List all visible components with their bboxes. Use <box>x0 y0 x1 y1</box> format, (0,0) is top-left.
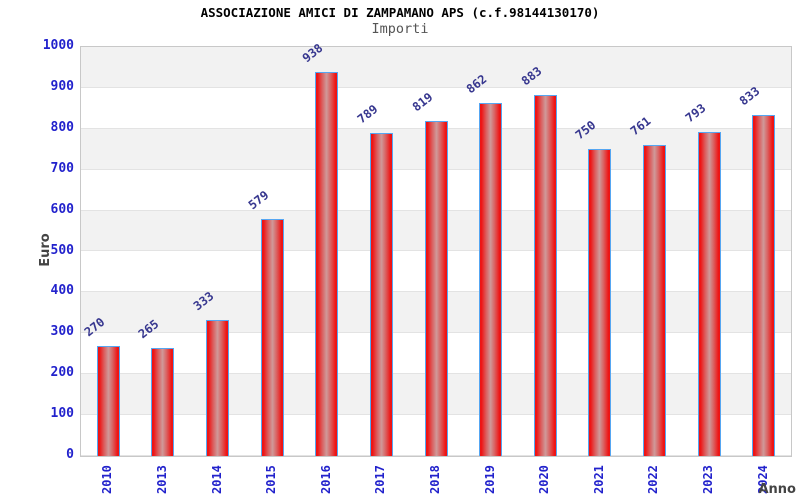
x-axis-title: Anno <box>758 482 796 497</box>
y-tick-label: 900 <box>50 78 74 94</box>
plot-area: 270 265 333 579 938 789 819 862 883 750 761 793 833 <box>80 41 792 457</box>
y-tick-label: 0 <box>66 447 74 462</box>
x-tick-label: 2016 <box>318 465 333 494</box>
bar-2018 <box>424 121 448 456</box>
x-tick-label: 2018 <box>428 465 442 494</box>
y-tick-label: 600 <box>50 201 74 217</box>
y-tick-label: 700 <box>50 160 74 176</box>
y-tick-label: 100 <box>50 406 74 422</box>
bar-2021 <box>588 149 612 456</box>
chart-title: ASSOCIAZIONE AMICI DI ZAMPAMANO APS (c.f… <box>200 5 600 20</box>
grid-band <box>81 47 791 88</box>
bar-2024 <box>752 115 776 456</box>
x-tick-label: 2019 <box>482 465 497 494</box>
x-tick-label: 2023 <box>701 465 716 494</box>
y-tick-label: 300 <box>50 324 74 340</box>
bar-2022 <box>642 144 666 456</box>
bar-2019 <box>479 103 503 456</box>
x-tick-label: 2017 <box>373 465 388 494</box>
y-tick-label: 400 <box>50 283 74 299</box>
x-tick-label: 2010 <box>100 465 115 494</box>
chart-subtitle: Importi <box>371 21 429 37</box>
x-tick-label: 2014 <box>209 465 224 494</box>
bar-2015 <box>260 219 284 456</box>
bar-2014 <box>206 319 230 456</box>
bar-2023 <box>697 131 721 456</box>
bar-2013 <box>151 347 175 456</box>
bar-2017 <box>369 133 393 456</box>
y-axis-title: Euro <box>38 233 53 267</box>
y-tick-label: 1000 <box>42 38 74 53</box>
x-tick-label: 2021 <box>591 465 606 494</box>
bar-2010 <box>96 345 120 456</box>
y-tick-label: 200 <box>50 365 74 381</box>
bar-2020 <box>533 94 557 456</box>
x-tick-label: 2015 <box>264 465 279 494</box>
x-tick-label: 2020 <box>537 465 552 494</box>
x-tick-label: 2013 <box>154 465 169 494</box>
y-tick-label: 500 <box>50 242 74 258</box>
y-tick-label: 800 <box>50 119 74 135</box>
x-tick-label: 2022 <box>646 465 661 494</box>
bar-2016 <box>315 72 339 456</box>
